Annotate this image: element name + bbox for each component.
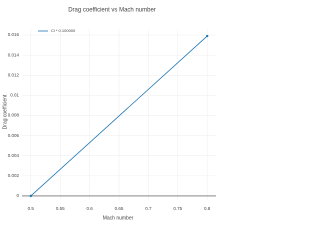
data-point bbox=[205, 34, 209, 38]
x-tick-label: 0.75 bbox=[173, 206, 182, 211]
y-axis-label: Drag coefficient bbox=[2, 94, 8, 129]
y-tick-label: 0 bbox=[16, 193, 19, 198]
chart: Drag coefficient vs Mach number Mach num… bbox=[2, 8, 216, 221]
x-tick-label: 0.65 bbox=[115, 206, 124, 211]
x-tick-label: 0.8 bbox=[204, 206, 211, 211]
y-tick-label: 0.012 bbox=[8, 72, 20, 77]
x-axis-label: Mach number bbox=[103, 215, 134, 221]
data-point bbox=[29, 194, 33, 198]
y-tick-label: 0.004 bbox=[8, 153, 20, 158]
x-tick-label: 0.55 bbox=[56, 206, 65, 211]
legend-label: Cl * 0.100000 bbox=[51, 28, 76, 33]
y-tick-label: 0.008 bbox=[8, 113, 20, 118]
page: {"chart_data": {"type": "line", "title":… bbox=[2, 7, 216, 222]
y-tick-label: 0.002 bbox=[8, 173, 20, 178]
x-tick-label: 0.6 bbox=[86, 206, 93, 211]
data-line bbox=[30, 35, 208, 197]
chart-title: Drag coefficient vs Mach number bbox=[68, 8, 156, 14]
y-tick-label: 0.014 bbox=[8, 52, 20, 57]
y-tick-label: 0.01 bbox=[10, 93, 19, 98]
y-tick-label: 0.016 bbox=[8, 32, 20, 37]
y-tick-label: 0.006 bbox=[8, 133, 20, 138]
x-tick-label: 0.7 bbox=[145, 206, 152, 211]
x-tick-label: 0.5 bbox=[28, 206, 35, 211]
